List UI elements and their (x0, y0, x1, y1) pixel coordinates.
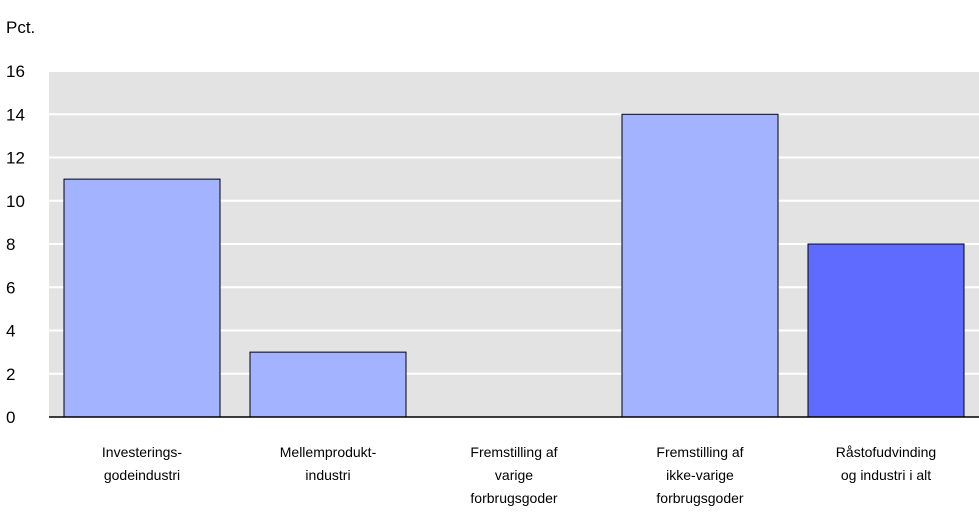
y-axis-ticks: 0 2 4 6 8 10 12 14 16 (6, 62, 25, 427)
y-tick-label: 0 (6, 408, 15, 427)
y-tick-label: 6 (6, 278, 15, 297)
x-category-label: Fremstilling af varige forbrugsgoder (470, 444, 558, 506)
x-category-label: Mellemprodukt-industri (280, 444, 377, 483)
y-tick-label: 2 (6, 365, 15, 384)
x-category-label: Fremstilling af ikke-varige forbrugsgoder (656, 444, 744, 506)
y-tick-label: 8 (6, 235, 15, 254)
y-tick-label: 10 (6, 192, 25, 211)
x-category-label: Råstofudvinding og industri i alt (836, 444, 936, 483)
bars (63, 113, 965, 418)
y-tick-label: 16 (6, 62, 25, 81)
y-tick-label: 14 (6, 105, 25, 124)
x-axis-category-labels: Investerings-godeindustri Mellemprodukt-i… (102, 444, 936, 506)
bar (63, 178, 221, 418)
bar (249, 351, 407, 418)
y-tick-label: 12 (6, 149, 25, 168)
y-tick-label: 4 (6, 322, 15, 341)
bar (807, 243, 965, 418)
bar (621, 113, 779, 418)
x-category-label: Investerings-godeindustri (102, 444, 182, 483)
y-axis-unit-label: Pct. (6, 18, 35, 37)
